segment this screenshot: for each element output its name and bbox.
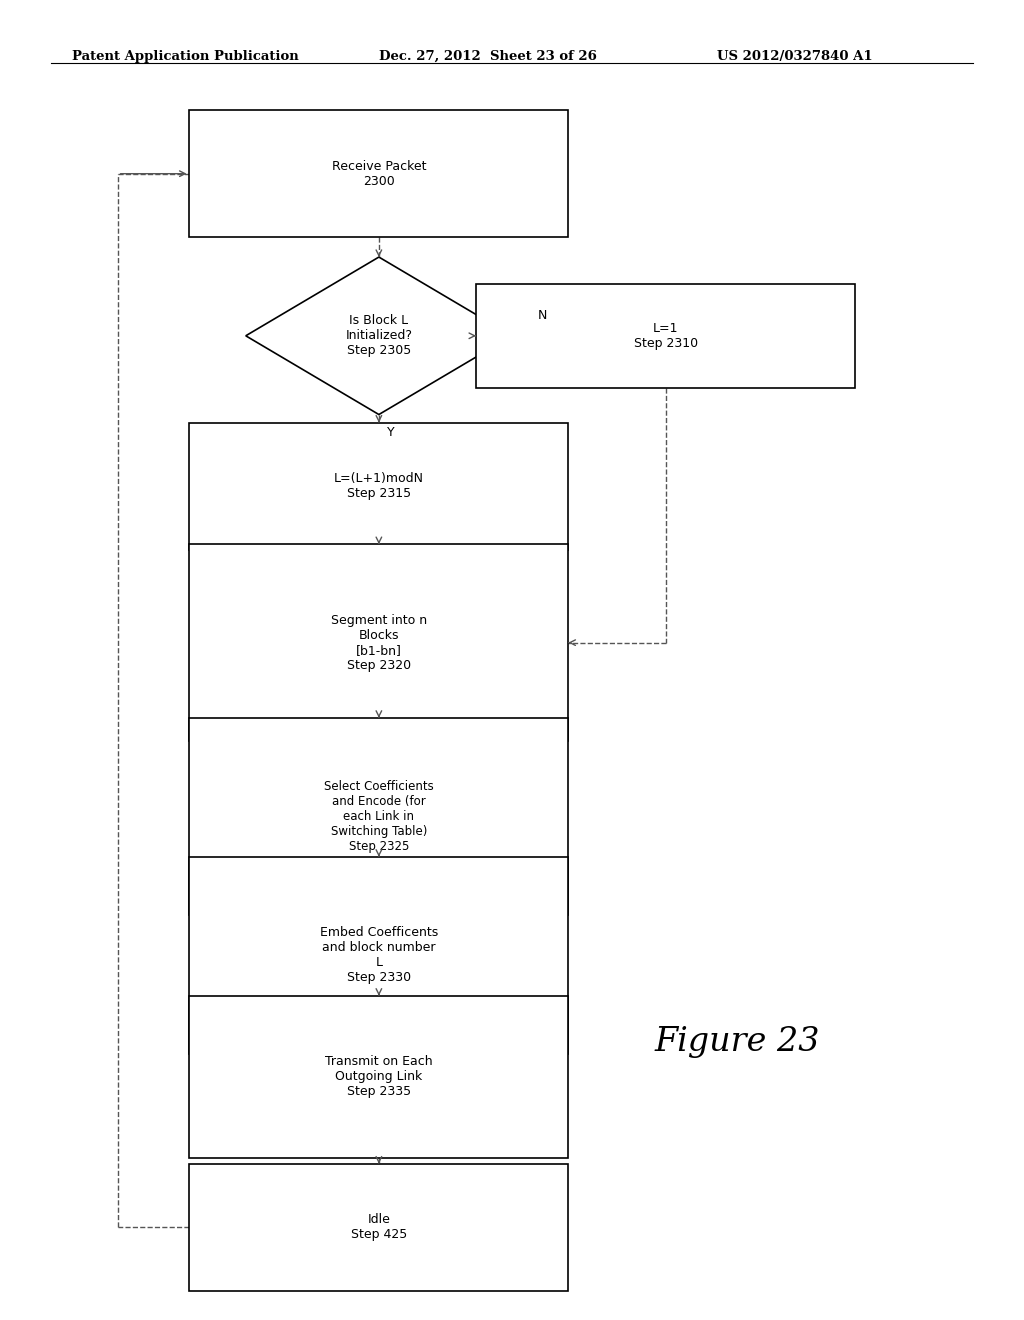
Text: Transmit on Each
Outgoing Link
Step 2335: Transmit on Each Outgoing Link Step 2335	[325, 1056, 433, 1098]
Text: Is Block L
Initialized?
Step 2305: Is Block L Initialized? Step 2305	[345, 314, 413, 358]
FancyBboxPatch shape	[189, 110, 568, 238]
FancyBboxPatch shape	[189, 422, 568, 550]
Text: Receive Packet
2300: Receive Packet 2300	[332, 160, 426, 187]
FancyBboxPatch shape	[189, 995, 568, 1158]
FancyBboxPatch shape	[189, 544, 568, 741]
Text: Patent Application Publication: Patent Application Publication	[72, 50, 298, 63]
FancyBboxPatch shape	[189, 718, 568, 915]
Text: N: N	[538, 309, 548, 322]
FancyBboxPatch shape	[189, 1164, 568, 1291]
FancyBboxPatch shape	[189, 857, 568, 1053]
Text: L=(L+1)modN
Step 2315: L=(L+1)modN Step 2315	[334, 473, 424, 500]
Polygon shape	[246, 257, 512, 414]
Text: Select Coefficients
and Encode (for
each Link in
Switching Table)
Step 2325: Select Coefficients and Encode (for each…	[324, 780, 434, 853]
Text: US 2012/0327840 A1: US 2012/0327840 A1	[717, 50, 872, 63]
Text: Idle
Step 425: Idle Step 425	[351, 1213, 407, 1241]
FancyBboxPatch shape	[476, 284, 855, 388]
Text: Y: Y	[387, 426, 395, 440]
Text: Segment into n
Blocks
[b1-bn]
Step 2320: Segment into n Blocks [b1-bn] Step 2320	[331, 614, 427, 672]
Text: Embed Coefficents
and block number
L
Step 2330: Embed Coefficents and block number L Ste…	[319, 927, 438, 985]
Text: L=1
Step 2310: L=1 Step 2310	[634, 322, 697, 350]
Text: Figure 23: Figure 23	[654, 1026, 820, 1059]
Text: Dec. 27, 2012  Sheet 23 of 26: Dec. 27, 2012 Sheet 23 of 26	[379, 50, 597, 63]
